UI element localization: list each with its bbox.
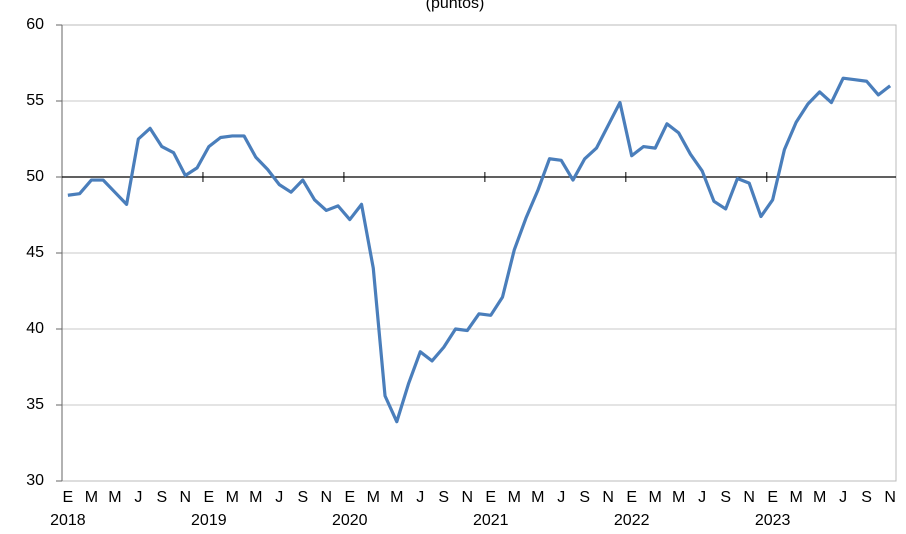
x-tick-label: N xyxy=(743,489,755,506)
x-tick-label: S xyxy=(157,489,168,506)
x-tick-label: S xyxy=(297,489,308,506)
year-label: 2018 xyxy=(50,512,86,529)
x-tick-label: J xyxy=(275,489,283,506)
x-tick-label: E xyxy=(626,489,637,506)
y-tick-label: 40 xyxy=(26,320,44,337)
y-tick-label: 45 xyxy=(26,244,44,261)
x-tick-label: J xyxy=(698,489,706,506)
x-tick-label: J xyxy=(134,489,142,506)
y-tick-label: 30 xyxy=(26,472,44,489)
y-tick-label: 60 xyxy=(26,16,44,33)
x-tick-label: E xyxy=(203,489,214,506)
x-tick-label: J xyxy=(557,489,565,506)
x-tick-label: M xyxy=(649,489,662,506)
x-tick-label: M xyxy=(672,489,685,506)
x-tick-label: N xyxy=(461,489,473,506)
x-tick-label: E xyxy=(63,489,74,506)
x-tick-label: S xyxy=(579,489,590,506)
x-tick-label: M xyxy=(508,489,521,506)
x-tick-label: M xyxy=(108,489,121,506)
x-tick-label: S xyxy=(861,489,872,506)
y-tick-label: 35 xyxy=(26,396,44,413)
chart-title: (puntos) xyxy=(426,0,485,12)
x-tick-label: M xyxy=(531,489,544,506)
x-tick-label: J xyxy=(416,489,424,506)
x-tick-label: S xyxy=(438,489,449,506)
y-tick-label: 50 xyxy=(26,168,44,185)
x-tick-label: E xyxy=(767,489,778,506)
x-tick-label: M xyxy=(813,489,826,506)
x-tick-label: M xyxy=(85,489,98,506)
year-label: 2023 xyxy=(755,512,791,529)
x-tick-label: E xyxy=(485,489,496,506)
x-tick-label: M xyxy=(789,489,802,506)
x-tick-label: S xyxy=(720,489,731,506)
x-tick-label: N xyxy=(180,489,192,506)
x-tick-label: N xyxy=(602,489,614,506)
year-label: 2022 xyxy=(614,512,650,529)
year-label: 2020 xyxy=(332,512,368,529)
x-tick-label: M xyxy=(249,489,262,506)
x-tick-label: M xyxy=(390,489,403,506)
data-line xyxy=(67,76,892,424)
year-label: 2019 xyxy=(191,512,227,529)
x-tick-label: J xyxy=(839,489,847,506)
x-tick-label: N xyxy=(884,489,896,506)
y-tick-label: 55 xyxy=(26,92,44,109)
x-tick-label: M xyxy=(226,489,239,506)
x-tick-label: N xyxy=(321,489,333,506)
year-label: 2021 xyxy=(473,512,509,529)
x-tick-label: E xyxy=(344,489,355,506)
x-tick-label: M xyxy=(367,489,380,506)
